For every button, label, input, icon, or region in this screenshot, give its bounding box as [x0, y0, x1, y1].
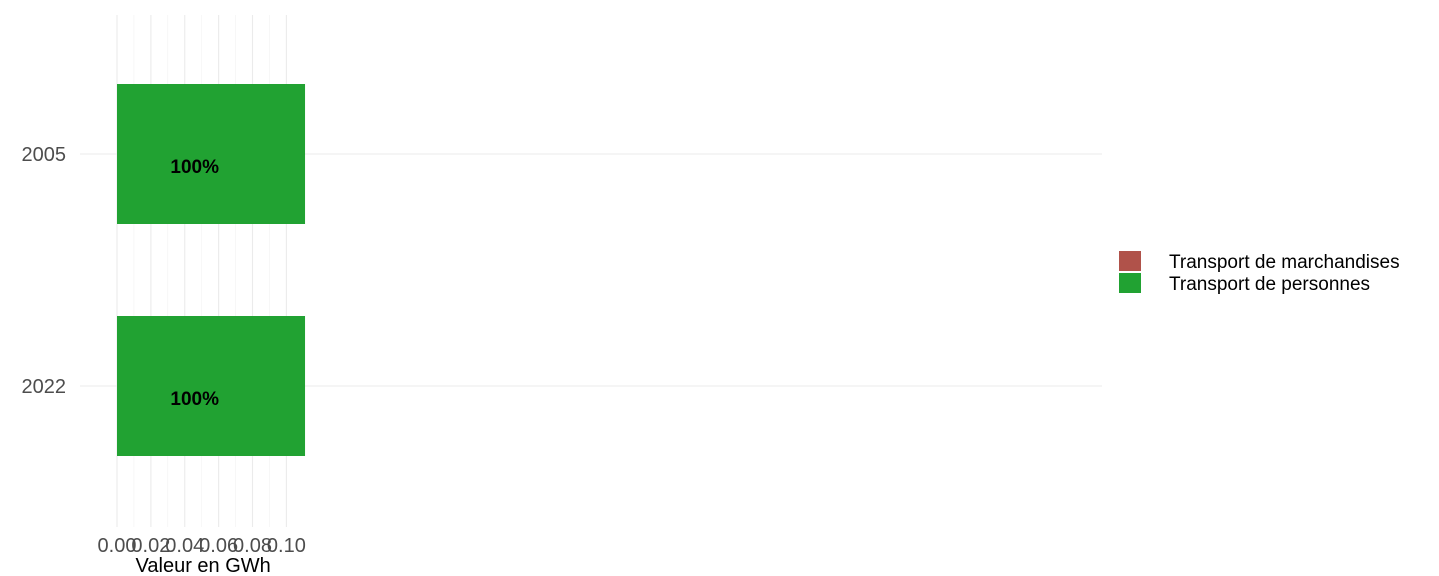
x-tick-label: 0.08: [233, 535, 272, 557]
legend-swatch[interactable]: [1119, 251, 1141, 271]
x-tick-label: 0.02: [131, 535, 170, 557]
bar-labels: 100% 100%: [170, 157, 219, 410]
bar-2022-transport-de-personnes[interactable]: [117, 316, 306, 456]
y-tick-label-2022: 2022: [22, 376, 67, 398]
bar-label-2005: 100%: [170, 157, 219, 178]
x-tick-label: 0.10: [267, 535, 306, 557]
bars: [117, 84, 306, 456]
x-axis-tick-labels: 0.000.020.040.060.080.10: [98, 535, 306, 557]
x-tick-label: 0.00: [98, 535, 137, 557]
bar-2005-transport-de-personnes[interactable]: [117, 84, 306, 224]
y-tick-label-2005: 2005: [22, 144, 67, 166]
x-tick-label: 0.06: [199, 535, 238, 557]
y-axis-tick-labels: 2005 2022: [22, 144, 67, 398]
x-tick-label: 0.04: [165, 535, 204, 557]
x-axis-title: Valeur en GWh: [136, 555, 271, 576]
legend-swatch[interactable]: [1119, 273, 1141, 293]
legend-label[interactable]: Transport de marchandises: [1169, 252, 1400, 273]
bar-label-2022: 100%: [170, 389, 219, 410]
legend-label[interactable]: Transport de personnes: [1169, 274, 1370, 295]
